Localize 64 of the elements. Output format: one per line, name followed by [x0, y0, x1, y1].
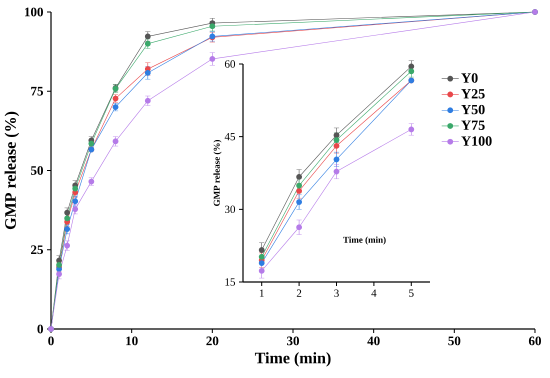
point: [72, 186, 78, 192]
x-tick-label: 5: [409, 290, 414, 297]
point: [209, 56, 216, 62]
point: [112, 104, 118, 110]
point: [64, 242, 70, 249]
legend-label: Y25: [461, 89, 485, 98]
y-tick-label: 100: [25, 8, 43, 16]
y-tick-label: 15: [225, 278, 236, 286]
legend-label: Y100: [461, 136, 492, 146]
point: [408, 64, 414, 70]
x-tick-label: 20: [206, 336, 218, 346]
point: [334, 142, 340, 149]
x-tick-label: 10: [126, 336, 138, 346]
y-tick-label: 30: [225, 206, 236, 214]
point: [144, 98, 151, 104]
x-tick-label: 40: [367, 336, 380, 346]
point: [334, 132, 340, 138]
y-tick-label: 60: [224, 60, 236, 68]
point: [64, 215, 70, 222]
point: [296, 188, 302, 194]
point: [334, 168, 340, 174]
x-tick-label: 2: [296, 290, 302, 297]
x-tick-label: 1: [260, 290, 264, 297]
point: [56, 271, 62, 278]
point: [296, 199, 302, 205]
y-tick-label: 50: [30, 166, 43, 175]
point: [258, 247, 265, 253]
legend-label: Y0: [461, 73, 478, 83]
point: [408, 126, 414, 132]
y-axis-title: GMP release (%): [213, 140, 222, 206]
point: [144, 70, 151, 76]
point: [334, 156, 340, 162]
point: [334, 137, 340, 143]
x-tick-label: 60: [528, 336, 541, 346]
y-tick-label: 45: [224, 133, 236, 140]
point: [64, 226, 70, 232]
x-tick-label: 3: [334, 290, 339, 297]
point: [56, 262, 62, 268]
point: [72, 198, 78, 204]
x-tick-label: 50: [448, 336, 460, 346]
point: [296, 174, 302, 180]
point: [408, 68, 414, 74]
y-tick-label: 0: [37, 324, 43, 334]
legend-label: Y50: [461, 104, 485, 114]
x-axis-title: Time (min): [343, 236, 386, 245]
point: [144, 40, 151, 47]
point: [209, 23, 216, 30]
y-tick-label: 75: [31, 86, 43, 96]
x-tick-label: 0: [48, 336, 54, 346]
point: [112, 138, 118, 144]
y-tick-label: 25: [31, 245, 43, 254]
x-tick-label: 30: [286, 336, 300, 346]
point: [112, 96, 118, 102]
point: [144, 34, 151, 40]
legend-label: Y75: [461, 120, 485, 130]
point: [258, 268, 265, 274]
x-axis-title: Time (min): [254, 352, 331, 367]
x-tick-label: 4: [371, 290, 376, 297]
point: [64, 210, 70, 216]
point: [296, 182, 302, 188]
point: [72, 206, 78, 212]
y-axis-title: GMP release (%): [4, 112, 20, 230]
point: [296, 224, 302, 230]
point: [56, 258, 62, 264]
